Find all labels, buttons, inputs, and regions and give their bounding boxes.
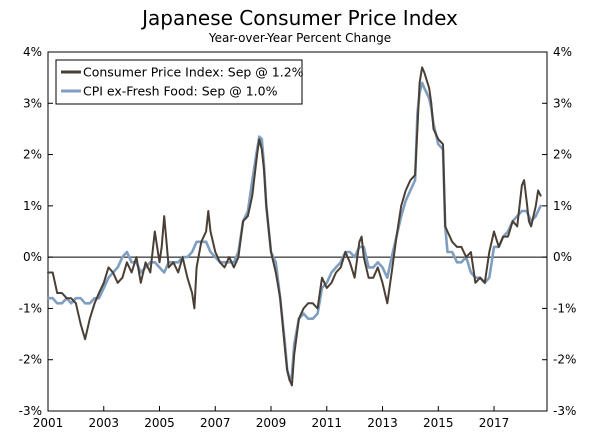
y-tick-label-right: 4% <box>553 45 572 59</box>
y-tick-label-right: 2% <box>553 148 572 162</box>
series-line-cpi-ex-fresh-food <box>46 81 542 382</box>
x-tick-label: 2015 <box>423 416 454 430</box>
x-tick-label: 2009 <box>256 416 287 430</box>
chart-subtitle: Year-over-Year Percent Change <box>208 31 391 45</box>
legend: Consumer Price Index: Sep @ 1.2% CPI ex-… <box>55 59 304 105</box>
x-tick-label: 2013 <box>367 416 398 430</box>
y-tick-label-left: 1% <box>23 199 42 213</box>
y-tick-label-left: -1% <box>19 301 42 315</box>
x-tick-label: 2003 <box>88 416 119 430</box>
x-tick-label: 2007 <box>200 416 231 430</box>
y-tick-label-right: -1% <box>553 301 576 315</box>
series-line-cpi <box>47 66 542 387</box>
legend-label-cpi: Consumer Price Index: Sep @ 1.2% <box>83 65 304 80</box>
chart-title: Japanese Consumer Price Index <box>140 6 458 30</box>
y-tick-label-left: -2% <box>19 353 42 367</box>
y-tick-label-right: 1% <box>553 199 572 213</box>
y-tick-label-left: 2% <box>23 148 42 162</box>
y-tick-label-right: -2% <box>553 353 576 367</box>
x-tick-label: 2005 <box>144 416 175 430</box>
plot-frame <box>47 51 548 412</box>
y-tick-label-right: -3% <box>553 404 576 418</box>
x-tick-label: 2017 <box>479 416 510 430</box>
y-tick-label-right: 3% <box>553 96 572 110</box>
y-tick-label-left: -3% <box>19 404 42 418</box>
legend-box <box>55 59 303 105</box>
axes-layer: 4% 4%3% 3%2% 2%1% 1%0% 0%-1% -1%-2% -2%-3% -3%20… <box>19 45 577 430</box>
series-layer <box>46 66 542 387</box>
x-tick-label: 2001 <box>33 416 64 430</box>
y-tick-label-left: 0% <box>23 250 42 264</box>
x-tick-label: 2011 <box>311 416 342 430</box>
legend-label-cpi-ex-fresh-food: CPI ex-Fresh Food: Sep @ 1.0% <box>83 84 278 99</box>
y-tick-label-left: 3% <box>23 96 42 110</box>
y-tick-label-left: 4% <box>23 45 42 59</box>
y-tick-label-right: 0% <box>553 250 572 264</box>
